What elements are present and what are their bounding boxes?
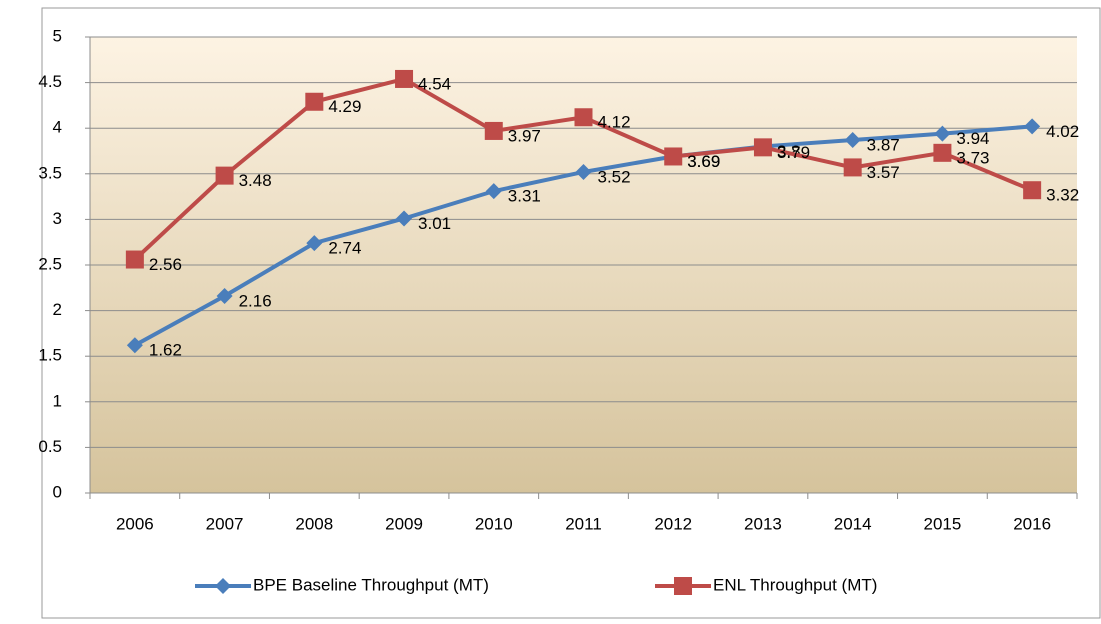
marker [485,183,502,200]
data-label: 4.02 [1046,122,1079,141]
data-label: 2.16 [239,291,272,310]
data-label: 3.79 [777,143,810,162]
marker [843,158,862,177]
x-tick-label: 2014 [834,514,872,533]
y-tick-label: 4.5 [38,72,62,91]
y-tick-label: 0.5 [38,437,62,456]
y-tick-label: 5 [53,26,62,45]
data-label: 3.31 [508,187,541,206]
data-label: 3.01 [418,214,451,233]
data-label: 3.52 [598,167,631,186]
y-tick-label: 3.5 [38,163,62,182]
marker [753,138,772,157]
marker [1024,118,1041,135]
x-tick-label: 2008 [295,514,333,533]
legend-label: BPE Baseline Throughput (MT) [253,575,489,594]
data-label: 3.32 [1046,186,1079,205]
data-label: 3.69 [687,152,720,171]
marker [1023,181,1042,200]
marker [674,577,692,595]
marker [934,125,951,142]
data-label: 3.87 [867,136,900,155]
marker [215,166,234,185]
marker [216,288,233,305]
x-tick-label: 2013 [744,514,782,533]
legend-label: ENL Throughput (MT) [713,575,877,594]
y-tick-label: 4 [53,118,62,137]
marker [844,132,861,149]
data-label: 4.12 [598,113,631,132]
marker [664,147,683,166]
y-tick-label: 1 [53,391,62,410]
data-label: 3.69 [687,152,720,171]
data-label: 4.54 [418,74,451,93]
marker [305,92,324,111]
y-tick-label: 1.5 [38,346,62,365]
marker [125,250,144,269]
y-tick-label: 2 [53,300,62,319]
data-label: 3.73 [956,148,989,167]
data-label: 3.97 [508,126,541,145]
x-tick-label: 2006 [116,514,154,533]
y-tick-label: 0 [53,482,62,501]
data-label: 2.74 [328,239,361,258]
y-tick-label: 3 [53,209,62,228]
x-tick-label: 2012 [654,514,692,533]
x-tick-label: 2015 [923,514,961,533]
x-tick-label: 2009 [385,514,423,533]
data-label: 4.29 [328,97,361,116]
data-label: 3.94 [956,129,989,148]
marker [215,578,231,594]
data-label: 2.56 [149,255,182,274]
marker [126,337,143,354]
x-tick-label: 2016 [1013,514,1051,533]
data-label: 1.62 [149,341,182,360]
marker [933,143,952,162]
x-tick-label: 2007 [206,514,244,533]
x-tick-label: 2010 [475,514,513,533]
marker [574,108,593,127]
marker [575,163,592,180]
marker [484,121,503,140]
data-label: 3.57 [867,163,900,182]
marker [396,210,413,227]
y-tick-label: 2.5 [38,254,62,273]
marker [306,235,323,252]
data-label: 3.48 [239,171,272,190]
marker [395,69,414,88]
x-tick-label: 2011 [565,514,602,533]
